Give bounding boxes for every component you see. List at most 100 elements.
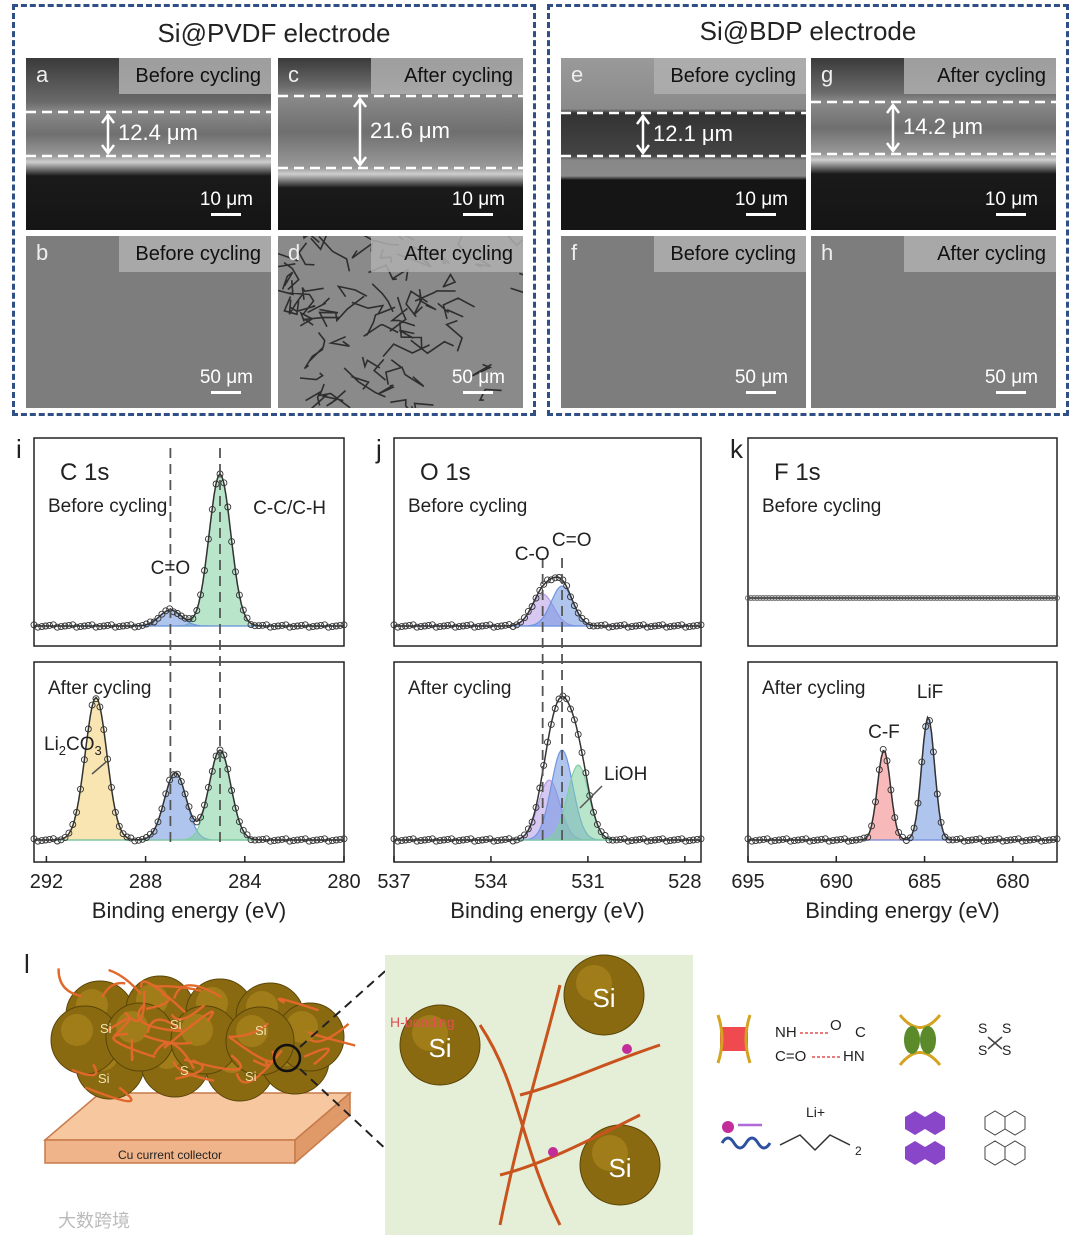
data-point: [1039, 595, 1045, 601]
data-point: [922, 595, 928, 601]
data-point: [77, 623, 84, 631]
data-point: [931, 595, 937, 601]
peo-chain-icon: [720, 1136, 772, 1150]
x-tick-label: 280: [327, 871, 360, 893]
data-point: [297, 835, 305, 843]
scale-label: 10 μm: [451, 189, 505, 210]
data-point: [158, 805, 166, 813]
sem-panel-h: h After cycling 50 μm: [811, 236, 1056, 408]
si-label: Si: [608, 1153, 631, 1183]
data-point: [398, 837, 406, 845]
data-point: [53, 623, 61, 631]
panel-letter: j: [375, 434, 382, 464]
data-point: [763, 595, 769, 601]
data-point: [509, 837, 517, 845]
x-axis-label: Binding energy (eV): [450, 898, 644, 923]
data-point: [874, 595, 880, 601]
data-point: [979, 595, 985, 601]
xps-top-frame: [33, 437, 345, 647]
data-point: [402, 622, 409, 630]
scale-bar: 50 μm: [200, 367, 253, 394]
data-point: [601, 621, 609, 629]
xps-top-label: Before cycling: [408, 496, 527, 517]
data-point: [973, 595, 979, 601]
data-point: [313, 836, 321, 844]
data-point: [968, 836, 976, 844]
data-point: [796, 595, 802, 601]
data-point: [895, 828, 903, 836]
data-point: [937, 818, 945, 826]
data-point: [46, 621, 53, 629]
xps-panel-i: i C 1s Before cycling After cycling 292 288 28…: [16, 434, 361, 923]
data-point: [613, 836, 621, 844]
scale-label: 50 μm: [734, 367, 788, 388]
peak-annotation: C-C/C-H: [253, 498, 326, 519]
data-point: [65, 829, 73, 837]
data-point: [498, 622, 505, 630]
data-point: [937, 595, 943, 601]
small-si-label: Si: [245, 1069, 257, 1084]
data-point: [847, 595, 853, 601]
sem-condition-tag: After cycling: [371, 236, 523, 272]
sem-condition-tag: After cycling: [904, 236, 1056, 272]
data-point: [332, 622, 340, 630]
thickness-value: 21.6 μm: [370, 118, 450, 143]
data-point: [474, 623, 482, 631]
legend-text: O: [830, 1017, 842, 1034]
data-point: [340, 835, 348, 843]
data-point: [970, 595, 976, 601]
xps-title: C 1s: [60, 459, 109, 486]
x-tick-label: 695: [731, 871, 764, 893]
data-point: [945, 836, 953, 844]
data-point: [544, 738, 551, 746]
xps-bottom-label: After cycling: [48, 678, 151, 699]
data-point: [266, 623, 274, 631]
data-point: [984, 837, 991, 845]
peak-annotation: C=O: [552, 530, 592, 551]
data-point: [1045, 836, 1053, 844]
data-point: [115, 623, 123, 631]
data-point: [513, 836, 521, 844]
small-si-label: Si: [100, 1021, 112, 1036]
data-point: [666, 623, 674, 631]
data-point: [760, 595, 766, 601]
data-point: [73, 808, 81, 816]
panel-letter: i: [16, 434, 22, 464]
pi-stack-icon: [925, 1141, 945, 1165]
data-point: [929, 748, 937, 756]
data-point: [597, 621, 605, 629]
data-point: [135, 622, 143, 630]
data-point: [30, 621, 38, 629]
data-point: [766, 595, 772, 601]
data-point: [744, 835, 752, 843]
data-point: [972, 835, 980, 843]
data-point: [1026, 836, 1034, 844]
x-axis-label: Binding energy (eV): [805, 898, 999, 923]
data-point: [142, 620, 150, 628]
data-point: [490, 837, 498, 845]
data-point: [597, 828, 605, 836]
data-point: [532, 803, 540, 811]
data-point: [177, 778, 185, 786]
data-point: [841, 835, 849, 843]
peak-annotation: C=O: [151, 558, 191, 579]
peak-annotation: C-F: [868, 722, 900, 743]
data-point: [1003, 595, 1009, 601]
data-point: [991, 595, 997, 601]
data-point: [274, 622, 282, 630]
data-point: [1049, 835, 1057, 843]
legend-text: C: [855, 1024, 866, 1041]
data-point: [814, 836, 821, 844]
data-point: [482, 835, 490, 843]
data-point: [624, 623, 632, 631]
data-point: [451, 623, 459, 631]
data-point: [980, 837, 988, 845]
data-point: [478, 622, 486, 630]
data-point: [193, 818, 201, 826]
data-point: [620, 835, 628, 843]
data-point: [394, 623, 402, 631]
legend-text: S: [978, 1042, 987, 1058]
pi-stack-icon: [925, 1111, 945, 1135]
data-point: [208, 767, 216, 775]
data-point: [471, 837, 479, 845]
